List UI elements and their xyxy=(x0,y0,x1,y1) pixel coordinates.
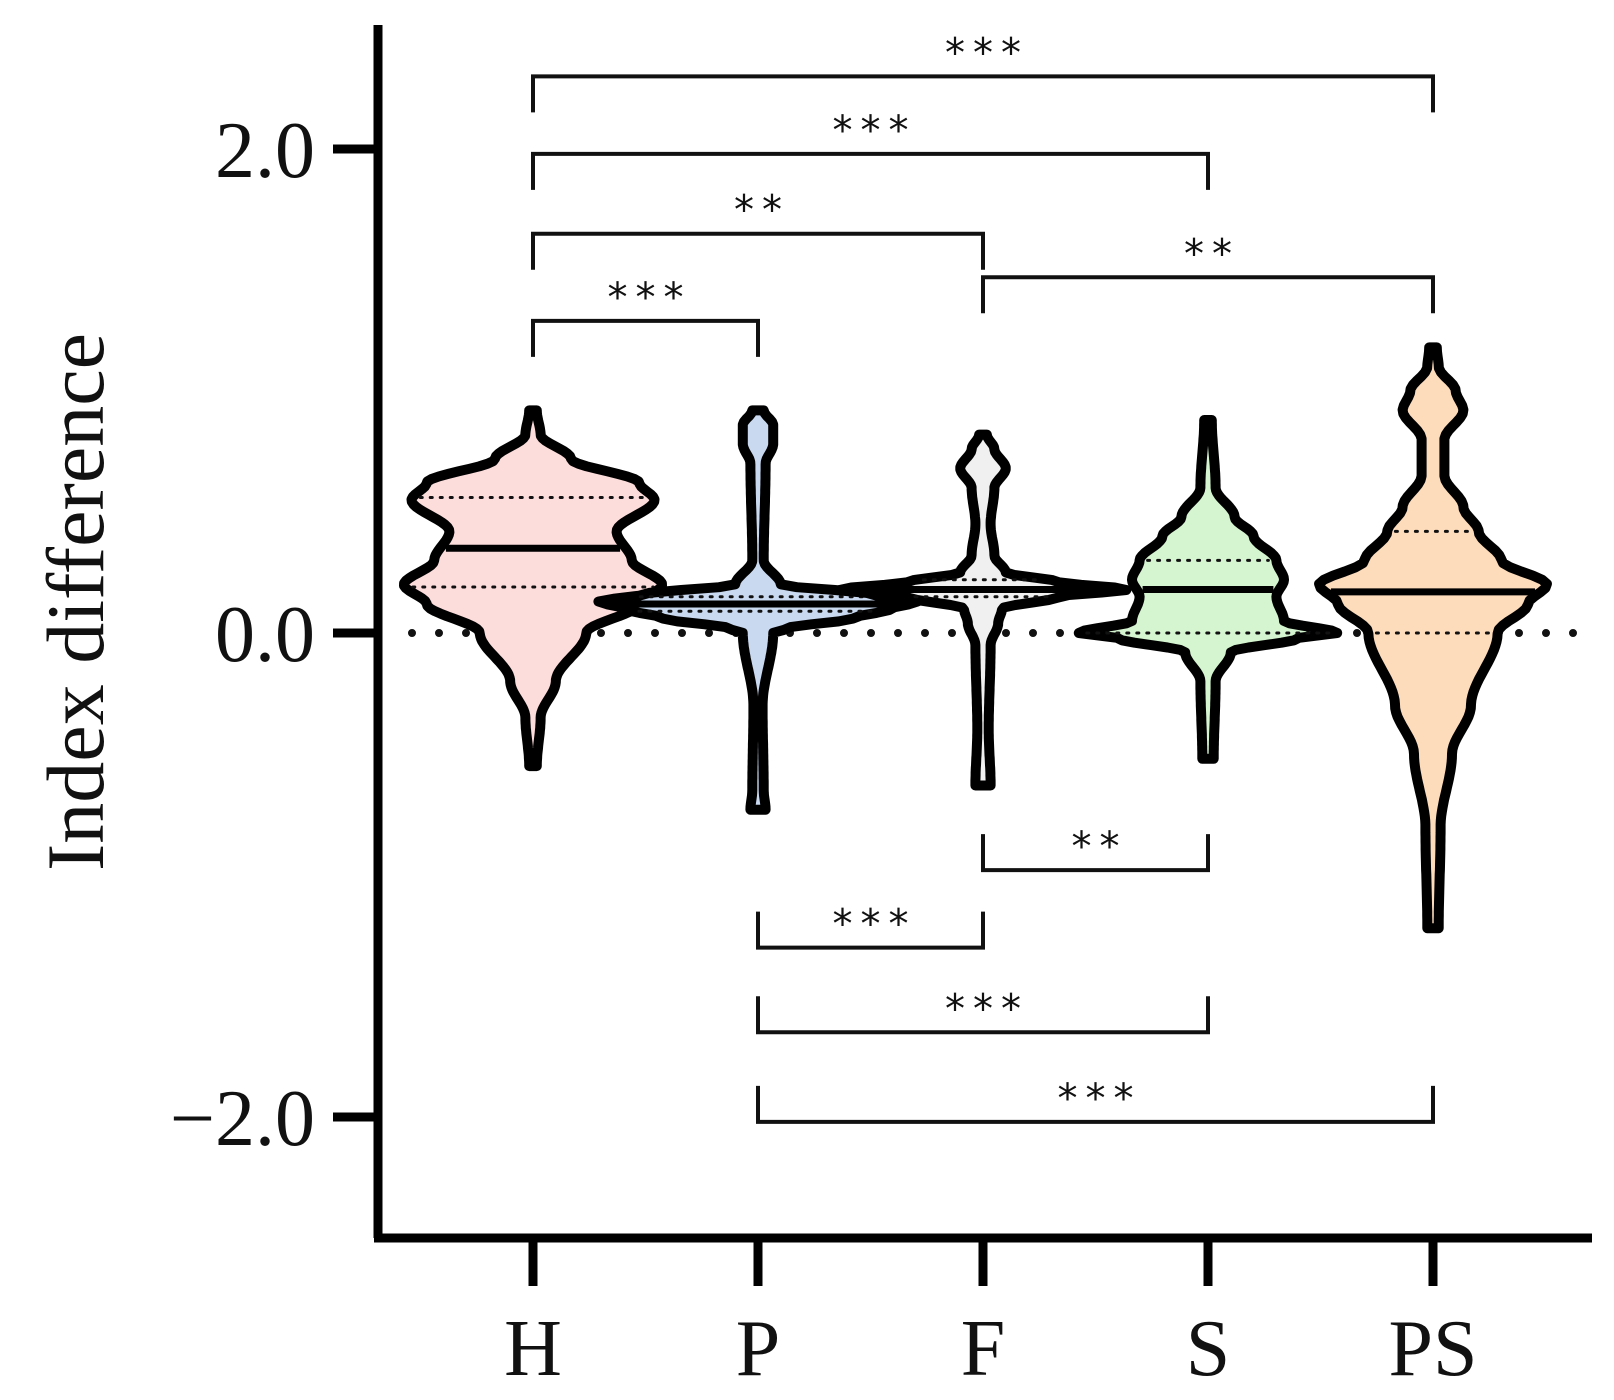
bracket-line xyxy=(981,834,1210,873)
bracket-line xyxy=(981,275,1435,314)
y-tick-label: −2.0 xyxy=(170,1075,315,1163)
significance-label: *** xyxy=(1058,1076,1142,1122)
significance-label: *** xyxy=(833,108,917,154)
significance-label: ** xyxy=(734,188,790,234)
x-tick-label: F xyxy=(961,1305,1006,1393)
bracket-line xyxy=(756,1085,1435,1124)
y-tick-label: 2.0 xyxy=(215,107,315,195)
significance-label: *** xyxy=(945,986,1029,1032)
violin-p xyxy=(593,405,923,815)
violin-s xyxy=(1073,415,1343,764)
bracket-line xyxy=(756,911,985,950)
bracket-line xyxy=(531,74,1435,113)
significance-label: *** xyxy=(945,30,1029,76)
bracket-line xyxy=(756,996,1210,1035)
violin-body-ps xyxy=(1314,342,1552,934)
axes-layer: −2.0 0.0 2.0 H P F S PS xyxy=(170,25,1592,1393)
x-tick-label: H xyxy=(504,1305,562,1393)
x-tick-label: S xyxy=(1186,1305,1231,1393)
significance-bracket: *** xyxy=(756,902,985,950)
significance-bracket: *** xyxy=(756,1076,1435,1124)
x-tick-label: P xyxy=(736,1305,781,1393)
significance-label: ** xyxy=(1072,824,1128,870)
significance-bracket: *** xyxy=(531,275,760,357)
bracket-line xyxy=(531,231,985,270)
significance-bracket: ** xyxy=(531,188,985,270)
significance-bracket: *** xyxy=(756,986,1210,1035)
violin-body-f xyxy=(834,429,1132,791)
significance-bracket: ** xyxy=(981,231,1435,314)
y-axis-label: Index difference xyxy=(30,333,121,871)
significance-label: *** xyxy=(833,902,917,948)
violin-ps xyxy=(1314,342,1552,934)
y-tick-label: 0.0 xyxy=(215,591,315,679)
violin-layer xyxy=(399,342,1552,934)
bracket-line xyxy=(531,318,760,357)
bracket-line xyxy=(531,151,1210,190)
violin-h xyxy=(399,405,667,772)
significance-bracket: ** xyxy=(981,824,1210,873)
significance-bracket-layer: ************************ xyxy=(531,30,1435,1124)
significance-label: ** xyxy=(1184,231,1240,277)
significance-bracket: *** xyxy=(531,30,1435,113)
significance-label: *** xyxy=(608,275,692,321)
x-tick-label: PS xyxy=(1389,1305,1478,1393)
significance-bracket: *** xyxy=(531,108,1210,190)
violin-f xyxy=(834,429,1132,791)
